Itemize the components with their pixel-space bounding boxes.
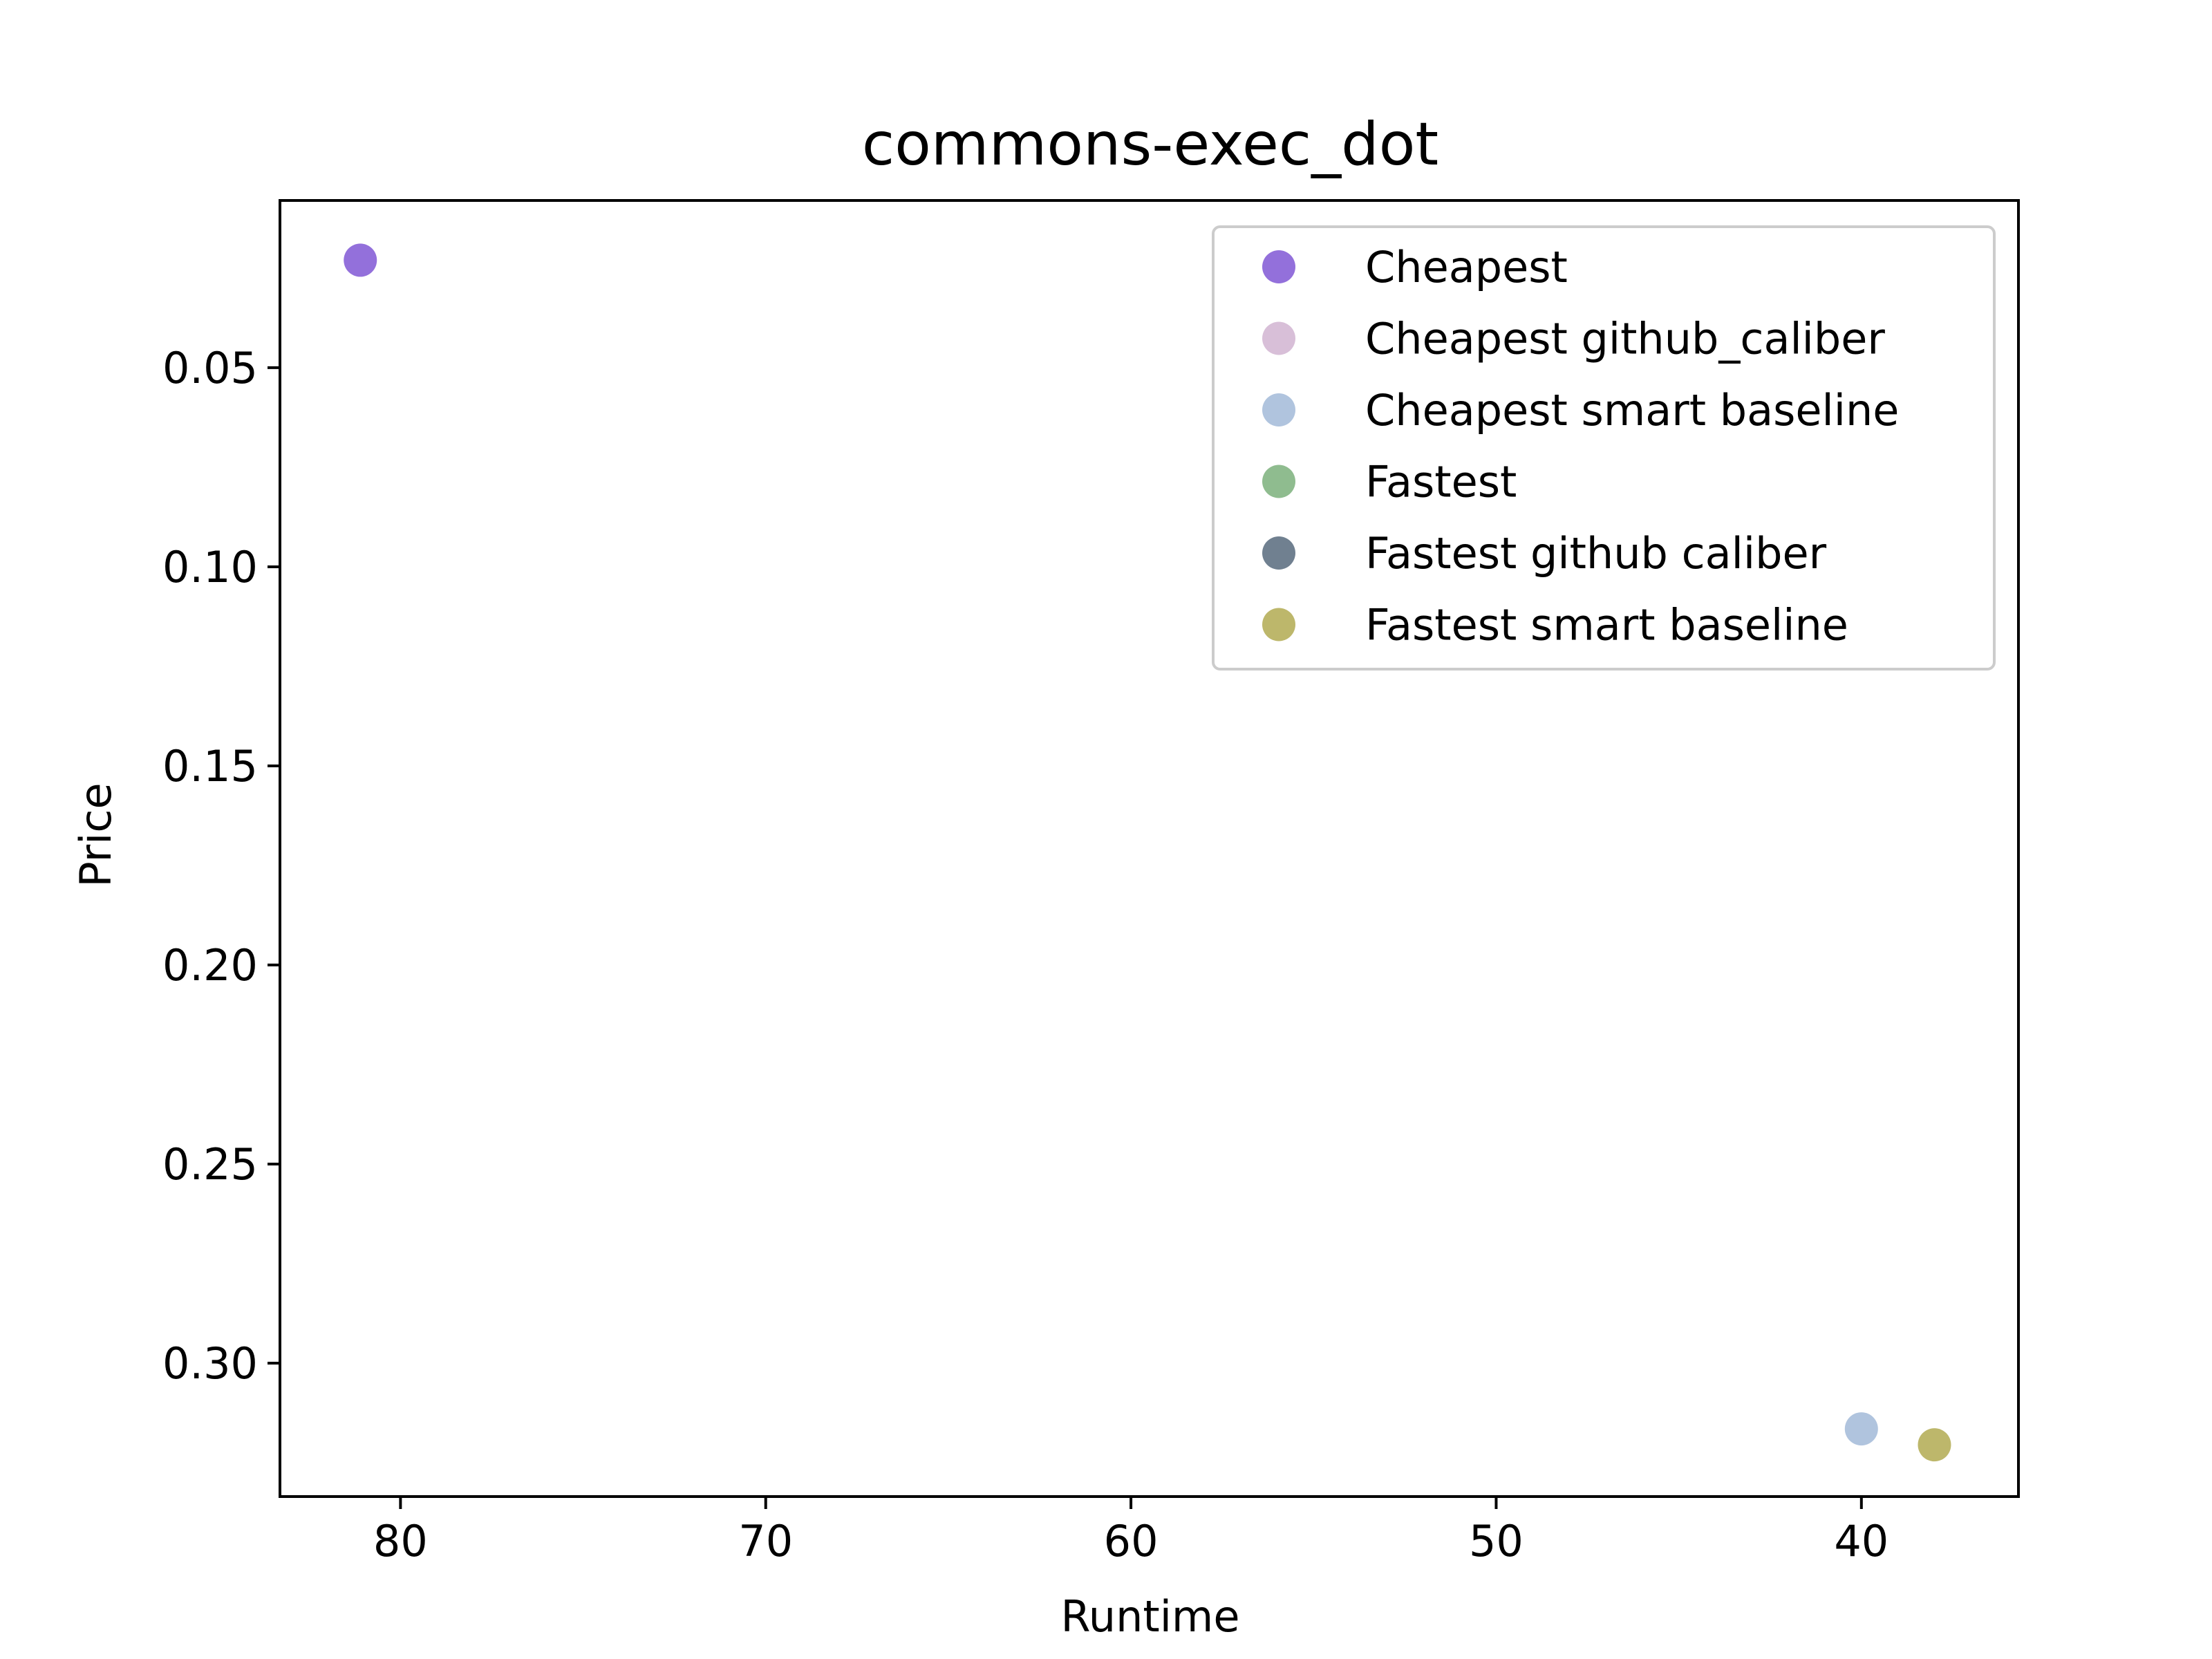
legend-frame: [1212, 225, 1996, 671]
data-point: [1844, 1412, 1878, 1446]
legend-marker: [1262, 465, 1295, 498]
legend-marker: [1262, 608, 1295, 641]
plot-frame: [279, 199, 2020, 1498]
x-axis: 80 70 60 50 40: [373, 1497, 1888, 1566]
y-tick-label: 0.20: [162, 940, 258, 991]
x-tick-label: 80: [373, 1516, 428, 1566]
chart-title: commons-exec_dot: [862, 110, 1438, 179]
legend-label: Fastest smart baseline: [1365, 600, 1848, 650]
legend-label: Fastest github caliber: [1365, 528, 1827, 579]
x-tick-label: 40: [1834, 1516, 1888, 1566]
legend-marker: [1262, 321, 1295, 355]
x-axis-label: Runtime: [1061, 1591, 1240, 1642]
legend-label: Cheapest: [1365, 242, 1568, 292]
y-axis-label: Price: [71, 782, 121, 887]
x-tick-label: 60: [1104, 1516, 1159, 1566]
data-point: [344, 243, 377, 277]
y-tick-label: 0.15: [162, 741, 258, 791]
x-tick-label: 70: [738, 1516, 793, 1566]
y-tick-label: 0.25: [162, 1139, 258, 1190]
data-point: [1918, 1428, 1951, 1462]
legend-marker: [1262, 250, 1295, 283]
legend: Cheapest Cheapest github_caliber Cheapest …: [1212, 225, 1996, 671]
legend-label: Cheapest github_caliber: [1365, 314, 1885, 364]
y-tick-label: 0.10: [162, 542, 258, 592]
points-layer: [344, 243, 1951, 1462]
x-tick-label: 50: [1469, 1516, 1524, 1566]
legend-marker: [1262, 536, 1295, 570]
y-tick-label: 0.30: [162, 1338, 258, 1389]
legend-label: Fastest: [1365, 457, 1517, 507]
y-tick-label: 0.05: [162, 343, 258, 393]
y-axis: 0.05 0.10 0.15 0.20 0.25 0.30: [162, 343, 280, 1389]
legend-marker: [1262, 393, 1295, 427]
legend-label: Cheapest smart baseline: [1365, 385, 1899, 435]
